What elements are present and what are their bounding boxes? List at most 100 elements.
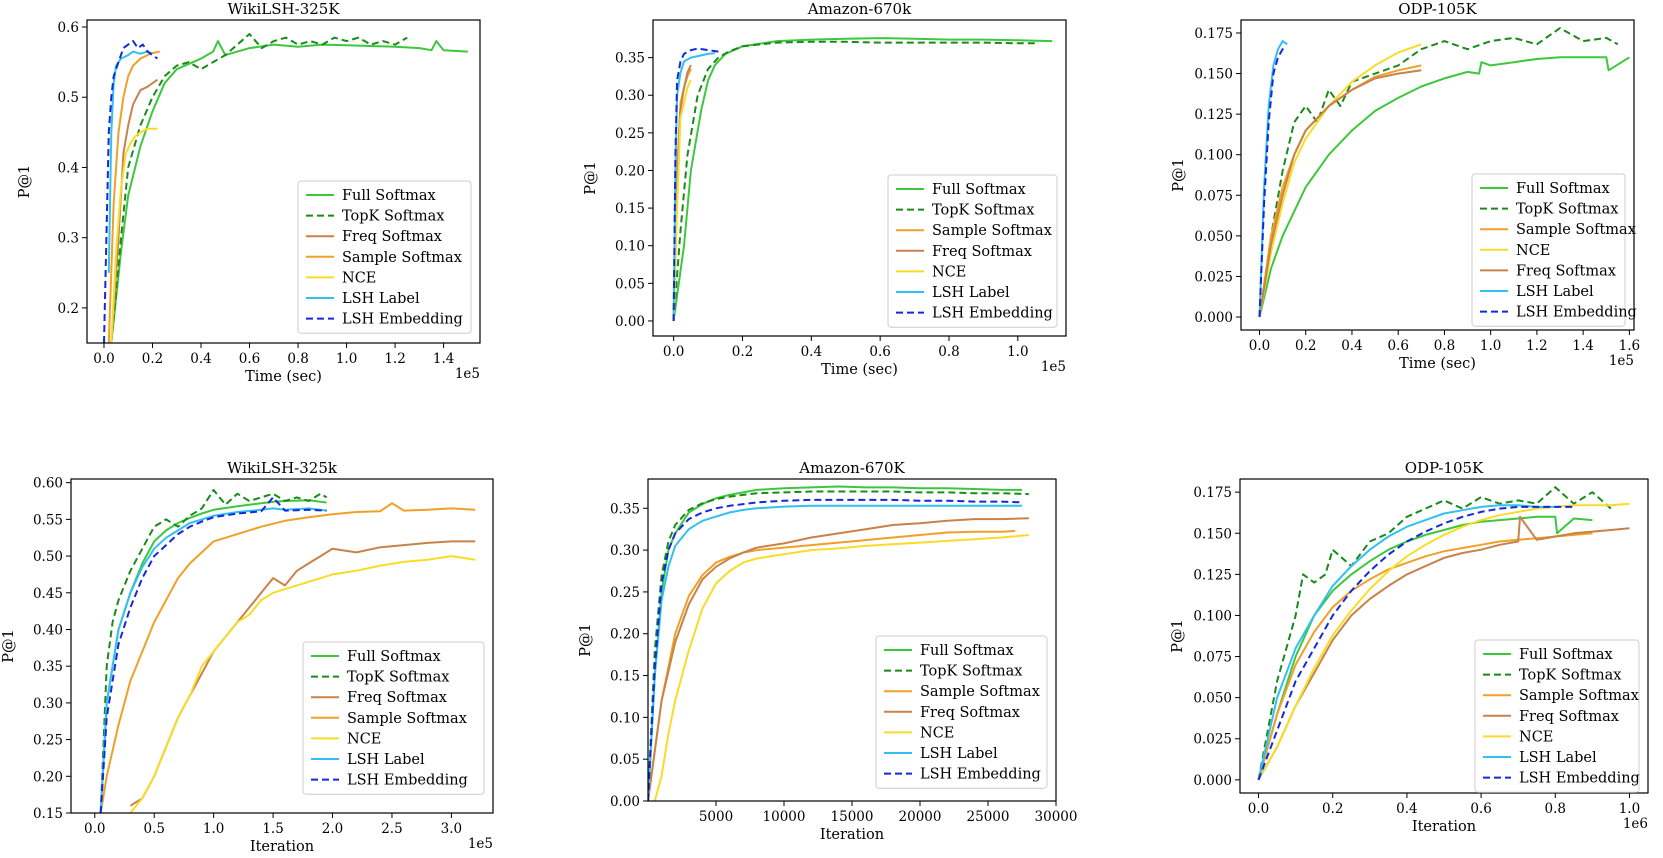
x-tick-label: 1.5 bbox=[262, 821, 283, 837]
x-tick-label: 1.0 bbox=[1619, 801, 1640, 817]
legend-entry: LSH Label bbox=[920, 746, 998, 762]
series-line-freq-softmax bbox=[648, 517, 1029, 801]
legend-entry: Full Softmax bbox=[920, 643, 1014, 659]
series-group bbox=[99, 489, 476, 813]
series-line-lsh-label bbox=[648, 504, 1022, 801]
y-axis-label: P@1 bbox=[1, 629, 17, 662]
x-axis-label: Time (sec) bbox=[1399, 356, 1476, 372]
x-tick-label: 0.2 bbox=[142, 351, 163, 367]
series-line-topk-softmax bbox=[648, 490, 1029, 801]
series-line-nce bbox=[1257, 502, 1630, 781]
y-tick-label: 0.25 bbox=[610, 585, 640, 601]
axes-frame bbox=[70, 478, 494, 814]
legend-box bbox=[1471, 173, 1626, 327]
x-tick-label: 0.6 bbox=[239, 351, 260, 367]
chart-panel-4: 0.0 0.5 1.0 1.5 2.0 2.5 3.0 0.15 0.20 0.25 0.30 0.3… bbox=[1, 459, 494, 855]
chart-title: Amazon-670k bbox=[807, 0, 912, 18]
series-line-topk-softmax bbox=[99, 489, 328, 813]
y-tick-label: 0.05 bbox=[615, 276, 645, 292]
x-tick-label: 0.0 bbox=[93, 351, 114, 367]
axes-frame bbox=[86, 19, 481, 344]
y-tick-label: 0.000 bbox=[1194, 310, 1233, 326]
x-tick-label: 0.0 bbox=[84, 821, 105, 837]
legend-entry: LSH Label bbox=[342, 291, 420, 307]
legend-entry: TopK Softmax bbox=[932, 203, 1034, 219]
y-tick-label: 0.30 bbox=[610, 543, 640, 559]
legend-entry: TopK Softmax bbox=[347, 670, 449, 686]
chart-title: WikiLSH-325K bbox=[227, 0, 340, 18]
legend-entry: NCE bbox=[1519, 729, 1553, 745]
series-line-lsh-label bbox=[99, 507, 327, 813]
legend-entry: LSH Label bbox=[1516, 284, 1594, 300]
y-tick-label: 0.00 bbox=[615, 314, 645, 330]
legend-entry: Freq Softmax bbox=[1519, 709, 1619, 725]
y-tick-label: 0.100 bbox=[1194, 148, 1233, 164]
legend-entry: Sample Softmax bbox=[342, 250, 462, 266]
legend-entry: LSH Embedding bbox=[1516, 305, 1637, 321]
chart-title: Amazon-670K bbox=[798, 459, 905, 477]
legend-entry: Freq Softmax bbox=[1516, 263, 1616, 279]
x-tick-label: 0.2 bbox=[732, 344, 753, 360]
series-line-lsh-label bbox=[672, 52, 716, 322]
legend-entry: Freq Softmax bbox=[932, 244, 1032, 260]
y-tick-label: 0.05 bbox=[610, 752, 640, 768]
series-line-nce bbox=[1258, 43, 1422, 318]
legend-entry: NCE bbox=[932, 264, 966, 280]
legend-entry: LSH Embedding bbox=[932, 306, 1053, 322]
legend-entry: Sample Softmax bbox=[932, 223, 1052, 239]
y-tick-label: 0.075 bbox=[1194, 188, 1233, 204]
x-tick-label: 0.4 bbox=[1341, 338, 1362, 354]
legend-entry: LSH Embedding bbox=[1519, 771, 1640, 787]
x-tick-label: 0.4 bbox=[190, 351, 211, 367]
x-tick-label: 1.6 bbox=[1619, 338, 1640, 354]
y-axis-label: P@1 bbox=[578, 623, 594, 656]
x-axis-label: Time (sec) bbox=[821, 362, 898, 378]
y-tick-label: 0.55 bbox=[33, 512, 63, 528]
series-line-nce bbox=[129, 555, 476, 813]
legend: Full Softmax TopK Softmax Sample Softmax Fr… bbox=[1474, 639, 1640, 793]
x-tick-label: 0.4 bbox=[801, 344, 822, 360]
x-tick-label: 0.0 bbox=[663, 344, 684, 360]
x-tick-label: 0.6 bbox=[869, 344, 890, 360]
y-axis-label: P@1 bbox=[1170, 619, 1186, 652]
series-line-topk-softmax bbox=[110, 33, 408, 343]
y-tick-label: 0.20 bbox=[615, 163, 645, 179]
legend-entry: LSH Embedding bbox=[920, 767, 1041, 783]
series-line-topk-softmax bbox=[1257, 486, 1612, 780]
y-tick-label: 0.150 bbox=[1194, 67, 1233, 83]
y-tick-label: 0.125 bbox=[1194, 107, 1233, 123]
x-tick-label: 1.2 bbox=[384, 351, 405, 367]
legend-box bbox=[887, 174, 1058, 328]
legend-entry: Sample Softmax bbox=[1519, 688, 1639, 704]
series-line-full-softmax bbox=[110, 40, 468, 343]
y-tick-label: 0.125 bbox=[1193, 567, 1232, 583]
y-tick-label: 0.175 bbox=[1193, 485, 1232, 501]
y-tick-label: 0.35 bbox=[33, 659, 63, 675]
legend-entry: LSH Label bbox=[932, 285, 1010, 301]
legend-entry: Sample Softmax bbox=[347, 711, 467, 727]
x-tick-label: 15000 bbox=[831, 809, 874, 825]
series-line-lsh-embedding bbox=[672, 47, 719, 322]
y-tick-label: 0.25 bbox=[33, 733, 63, 749]
series-line-topk-softmax bbox=[672, 40, 1035, 322]
y-tick-label: 0.35 bbox=[610, 501, 640, 517]
legend-entry: Freq Softmax bbox=[342, 229, 442, 245]
chart-title: ODP-105K bbox=[1398, 0, 1477, 18]
series-line-lsh-embedding bbox=[103, 40, 158, 343]
legend-entry: Full Softmax bbox=[932, 182, 1026, 198]
y-tick-label: 0.100 bbox=[1193, 608, 1232, 624]
legend-entry: Full Softmax bbox=[342, 188, 436, 204]
y-tick-label: 0.10 bbox=[615, 239, 645, 255]
series-line-lsh-embedding bbox=[1258, 46, 1288, 318]
series-line-full-softmax bbox=[672, 37, 1053, 322]
legend-entry: Sample Softmax bbox=[920, 684, 1040, 700]
legend-entry: TopK Softmax bbox=[342, 209, 444, 225]
series-line-lsh-label bbox=[1257, 504, 1556, 781]
x-tick-label: 2.5 bbox=[381, 821, 402, 837]
x-tick-label: 10000 bbox=[763, 809, 806, 825]
series-line-freq-softmax bbox=[1257, 515, 1630, 781]
x-tick-label: 0.5 bbox=[143, 821, 164, 837]
legend-entry: LSH Embedding bbox=[342, 312, 463, 328]
y-tick-label: 0.025 bbox=[1194, 269, 1233, 285]
chart-title: ODP-105K bbox=[1405, 459, 1484, 477]
